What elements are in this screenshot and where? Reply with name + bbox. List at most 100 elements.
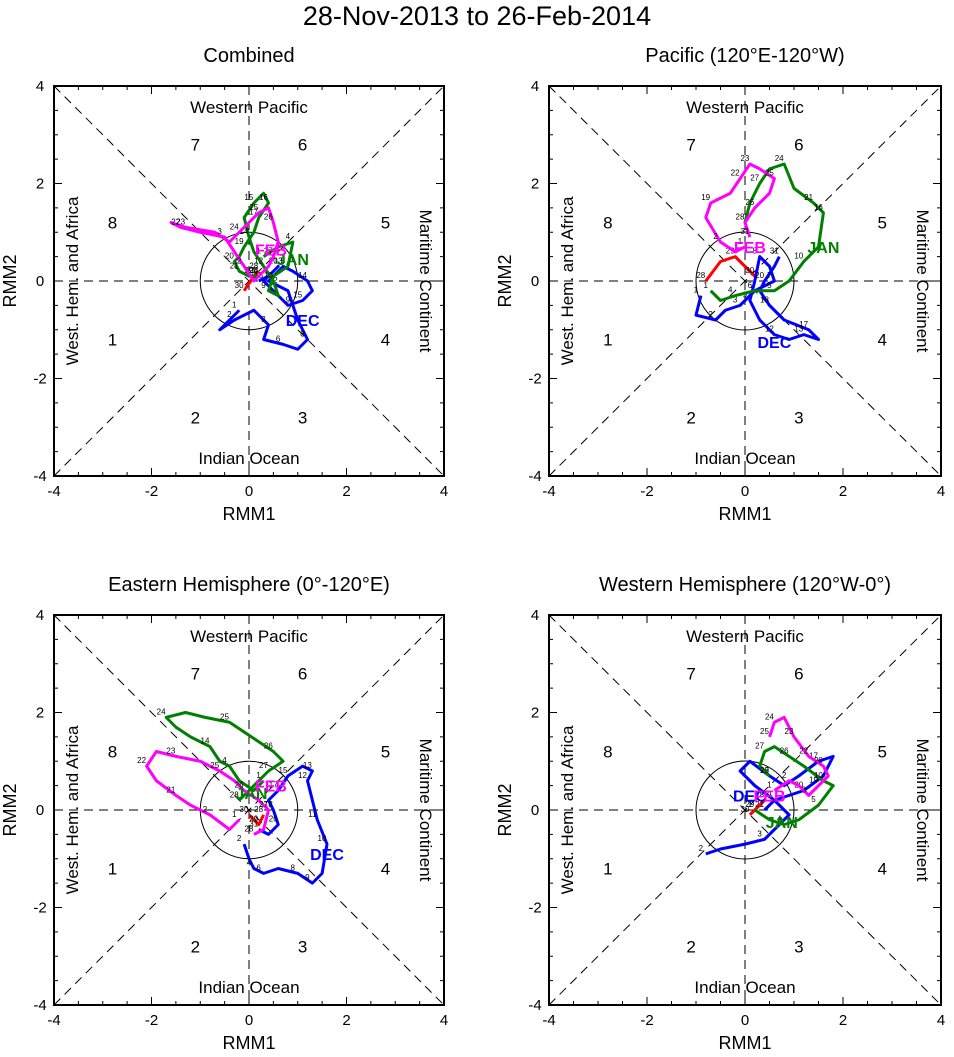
day-label: 6 — [748, 281, 753, 290]
region-label-right: Maritime Continent — [913, 210, 932, 353]
y-tick-label: -4 — [33, 468, 46, 485]
x-tick-label: 4 — [440, 1012, 448, 1029]
day-label: 26 — [745, 198, 754, 207]
phase-number-3: 3 — [794, 409, 803, 428]
day-label: 31 — [740, 227, 749, 236]
series-line-dec — [705, 754, 835, 856]
day-label: 8 — [752, 247, 757, 256]
day-label: 31 — [770, 247, 779, 256]
series-line-feb — [169, 206, 280, 283]
day-label: 29 — [249, 815, 258, 824]
day-label: 24 — [775, 154, 784, 163]
day-label: 21 — [230, 261, 239, 270]
x-axis-label: RMM1 — [719, 504, 772, 524]
day-label: 1 — [748, 800, 753, 809]
day-label: 30 — [235, 281, 244, 290]
month-label-jan: JAN — [277, 252, 309, 269]
day-label: 12 — [254, 256, 263, 265]
day-label: 16 — [814, 203, 823, 212]
day-label: 27 — [264, 247, 273, 256]
phase-number-1: 1 — [603, 331, 612, 350]
day-label: 30 — [240, 805, 249, 814]
region-label-bottom: Indian Ocean — [694, 978, 795, 997]
day-label: 1 — [256, 247, 261, 256]
region-label-left: West. Hem. and Africa — [558, 725, 577, 894]
phase-number-4: 4 — [877, 331, 886, 350]
series-line-dec — [694, 255, 820, 341]
x-tick-label: 0 — [245, 1012, 253, 1029]
day-label: 26 — [264, 213, 273, 222]
phase-number-6: 6 — [298, 136, 307, 155]
y-tick-label: -4 — [528, 997, 541, 1014]
day-label: 30 — [740, 805, 749, 814]
panel-title: Eastern Hemisphere (0°-120°E) — [108, 574, 390, 596]
day-label: 28 — [249, 261, 258, 270]
series-line-nov — [247, 813, 265, 827]
panel-western-hemisphere: Western Hemisphere (120°W-0°) -4-4 -2 -2 0 0 2… — [495, 574, 945, 1053]
day-label: 27 — [755, 742, 764, 751]
month-label-feb: FEB — [754, 788, 786, 805]
x-tick-label: 0 — [245, 483, 253, 500]
phase-number-5: 5 — [877, 214, 886, 233]
y-tick-label: -4 — [528, 468, 541, 485]
series-line-feb — [768, 715, 830, 797]
day-label: 9 — [286, 295, 291, 304]
y-tick-label: 4 — [36, 607, 44, 624]
day-label: 31 — [249, 820, 258, 829]
month-label-jan: JAN — [766, 815, 798, 832]
day-label: 28 — [254, 805, 263, 814]
y-tick-label: -2 — [33, 371, 46, 388]
day-label: 21 — [755, 800, 764, 809]
phase-number-8: 8 — [108, 214, 117, 233]
day-label: 29 — [745, 800, 754, 809]
x-tick-label: 0 — [741, 483, 749, 500]
y-tick-label: 0 — [36, 273, 44, 290]
y-tick-label: 4 — [36, 78, 44, 95]
day-label: 24 — [249, 266, 258, 275]
month-label-dec: DEC — [733, 788, 767, 805]
x-tick-label: -2 — [145, 483, 158, 500]
phase-number-8: 8 — [108, 743, 117, 762]
day-label: 26 — [780, 746, 789, 755]
day-label: 3 — [801, 785, 806, 794]
day-label: 7 — [767, 271, 772, 280]
day-label: 2 — [699, 844, 704, 853]
day-label: 1 — [232, 300, 237, 309]
phase-number-2: 2 — [686, 938, 695, 957]
x-tick-label: -4 — [47, 1012, 60, 1029]
y-tick-label: 2 — [36, 176, 44, 193]
day-label: 30 — [745, 266, 754, 275]
phase-number-5: 5 — [381, 214, 390, 233]
day-label: 28 — [755, 790, 764, 799]
day-label: 29 — [726, 247, 735, 256]
day-label: 15 — [244, 193, 253, 202]
region-label-bottom: Indian Ocean — [198, 978, 299, 997]
day-label: 25 — [760, 727, 769, 736]
phase-number-6: 6 — [794, 136, 803, 155]
phase-number-3: 3 — [298, 938, 307, 957]
day-label: 9 — [305, 873, 310, 882]
region-label-left: West. Hem. and Africa — [63, 196, 82, 365]
unit-circle — [695, 760, 795, 860]
day-label: 15 — [279, 766, 288, 775]
y-tick-label: 4 — [531, 78, 539, 95]
y-tick-label: 0 — [36, 802, 44, 819]
region-label-top: Western Pacific — [686, 627, 804, 646]
day-label: 9 — [261, 281, 266, 290]
day-label: 20 — [755, 271, 764, 280]
y-tick-label: -2 — [528, 371, 541, 388]
phase-number-6: 6 — [298, 665, 307, 684]
day-label: 3 — [757, 829, 762, 838]
day-label: 14 — [298, 271, 307, 280]
phase-number-8: 8 — [603, 214, 612, 233]
day-label: 24 — [230, 222, 239, 231]
day-label: 25 — [210, 761, 219, 770]
day-label: 8 — [300, 330, 305, 339]
y-tick-label: 0 — [531, 802, 539, 819]
day-label: 6 — [276, 334, 281, 343]
region-label-top: Western Pacific — [190, 98, 308, 117]
phase-number-3: 3 — [794, 938, 803, 957]
phase-number-8: 8 — [603, 743, 612, 762]
day-label: 1 — [232, 810, 237, 819]
